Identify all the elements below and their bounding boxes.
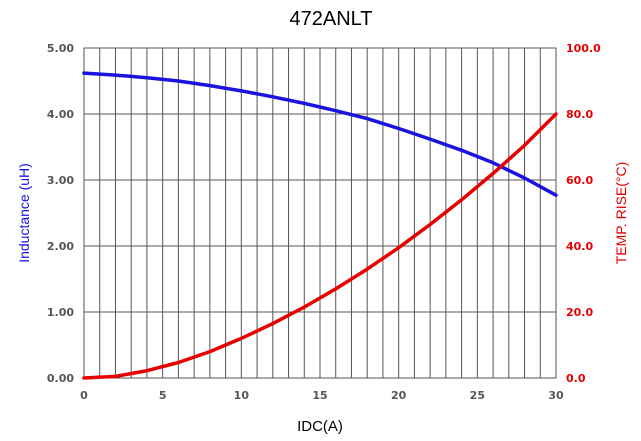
y-tick-label-right: 0.0 xyxy=(566,372,586,385)
y-tick-label-right: 40.0 xyxy=(566,240,593,253)
x-tick-label: 5 xyxy=(159,389,167,402)
x-axis-label: IDC(A) xyxy=(297,418,343,435)
x-tick-label: 10 xyxy=(234,389,250,402)
y-tick-label-left: 2.00 xyxy=(47,240,74,253)
y-tick-label-left: 1.00 xyxy=(47,306,74,319)
y-tick-label-right: 80.0 xyxy=(566,108,593,121)
y-tick-label-left: 0.00 xyxy=(47,372,74,385)
y-tick-label-left: 4.00 xyxy=(47,108,74,121)
temperature-rise-line xyxy=(82,112,558,380)
y-axis-label-left: Inductance (uH) xyxy=(16,163,32,263)
series xyxy=(82,71,558,380)
x-tick-label: 25 xyxy=(470,389,485,402)
y-axis-label-right: TEMP. RISE(°C) xyxy=(613,162,629,265)
y-tick-label-right: 20.0 xyxy=(566,306,593,319)
chart-title: 472ANLT xyxy=(289,8,372,30)
x-tick-label: 15 xyxy=(312,389,327,402)
y-tick-label-left: 3.00 xyxy=(47,174,74,187)
plot-frame xyxy=(83,47,557,379)
x-tick-label: 0 xyxy=(80,389,88,402)
y-tick-label-left: 5.00 xyxy=(47,42,74,55)
inductance-line xyxy=(82,71,558,197)
x-tick-label: 30 xyxy=(548,389,564,402)
y-tick-label-right: 60.0 xyxy=(566,174,593,187)
y-tick-label-right: 100.0 xyxy=(566,42,601,55)
x-tick-label: 20 xyxy=(391,389,407,402)
grid xyxy=(83,47,557,379)
ticks: 0 5 10 15 20 25 30 0.00 1.00 2.00 3.00 4.00 5.00 0.0 2… xyxy=(47,42,601,402)
